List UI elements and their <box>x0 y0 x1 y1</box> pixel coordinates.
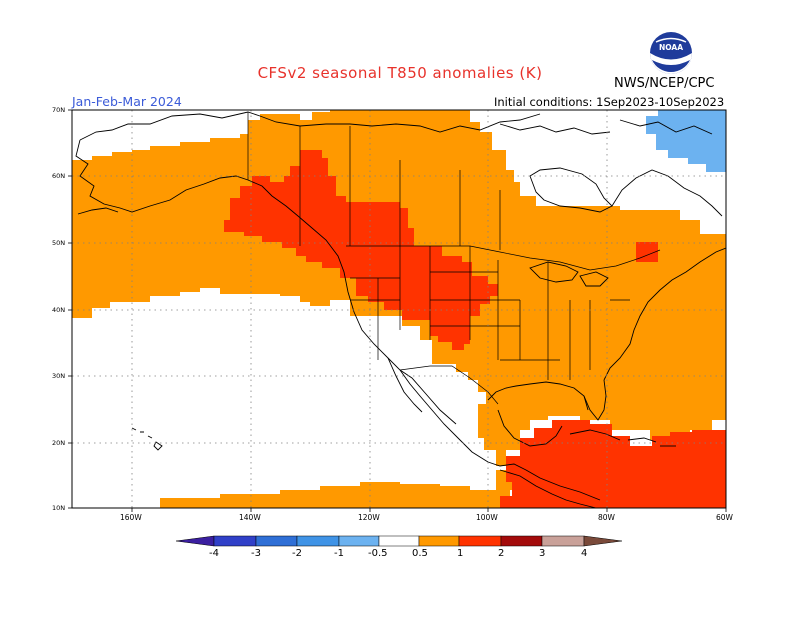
page-title: CFSv2 seasonal T850 anomalies (K) <box>257 64 543 82</box>
noaa-logo: NOAA <box>650 32 692 74</box>
axis-ticks <box>68 109 727 512</box>
colorbar-tick-label: -1 <box>334 548 344 559</box>
anomaly-region-red-south <box>500 420 726 508</box>
colorbar-swatch <box>213 535 257 547</box>
colorbar-swatch <box>338 535 380 547</box>
political-borders <box>247 112 661 405</box>
colorbar-tick-label: 1 <box>457 548 464 559</box>
anomaly-region-red-north <box>224 150 498 350</box>
lon-label: 160W <box>120 513 142 522</box>
anomaly-region-blue-greenland <box>646 110 726 172</box>
colorbar-tick-label: 2 <box>498 548 505 559</box>
lat-label: 30N <box>52 372 66 380</box>
agency-label: NWS/NCEP/CPC <box>614 76 715 91</box>
noaa-logo-text: NOAA <box>659 43 683 52</box>
lat-label: 60N <box>52 172 66 180</box>
initial-conditions: Initial conditions: 1Sep2023-10Sep2023 <box>494 95 725 109</box>
colorbar <box>175 535 623 547</box>
lon-label: 120W <box>358 513 380 522</box>
colorbar-tick-label: -0.5 <box>368 548 388 559</box>
lat-label: 70N <box>52 106 66 114</box>
colorbar-tick-label: 4 <box>581 548 588 559</box>
graticule <box>72 110 726 508</box>
forecast-period: Jan-Feb-Mar 2024 <box>72 94 182 109</box>
lat-label: 10N <box>52 504 66 512</box>
anomaly-region-red-quebec <box>636 242 658 262</box>
lon-label: 100W <box>476 513 498 522</box>
anomaly-fields <box>72 110 726 508</box>
colorbar-tick-label: 3 <box>539 548 546 559</box>
colorbar-swatch <box>175 535 215 547</box>
colorbar-tick-label: -4 <box>209 548 219 559</box>
lon-label: 60W <box>716 513 733 522</box>
colorbar-tick-label: -2 <box>292 548 302 559</box>
colorbar-swatch <box>500 535 543 547</box>
colorbar-swatch <box>296 535 340 547</box>
colorbar-swatch <box>418 535 460 547</box>
colorbar-swatch <box>458 535 502 547</box>
lat-label: 50N <box>52 239 66 247</box>
lat-label: 40N <box>52 306 66 314</box>
colorbar-swatch <box>583 535 623 547</box>
lon-label: 140W <box>239 513 261 522</box>
colorbar-swatch <box>255 535 298 547</box>
colorbar-tick-label: 0.5 <box>412 548 428 559</box>
lon-label: 80W <box>598 513 615 522</box>
colorbar-tick-label: -3 <box>251 548 261 559</box>
colorbar-swatch <box>541 535 585 547</box>
lat-label: 20N <box>52 439 66 447</box>
map-frame <box>71 109 727 509</box>
colorbar-swatch <box>378 535 420 547</box>
